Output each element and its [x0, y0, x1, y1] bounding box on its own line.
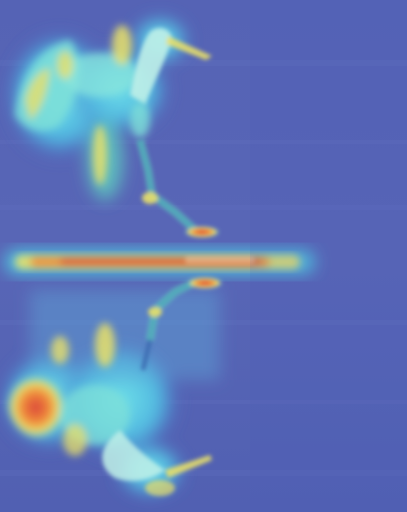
egret-reflection	[0, 277, 223, 498]
egret-upper	[5, 15, 220, 238]
water-line-activation	[5, 250, 315, 274]
right-haze	[250, 0, 407, 512]
